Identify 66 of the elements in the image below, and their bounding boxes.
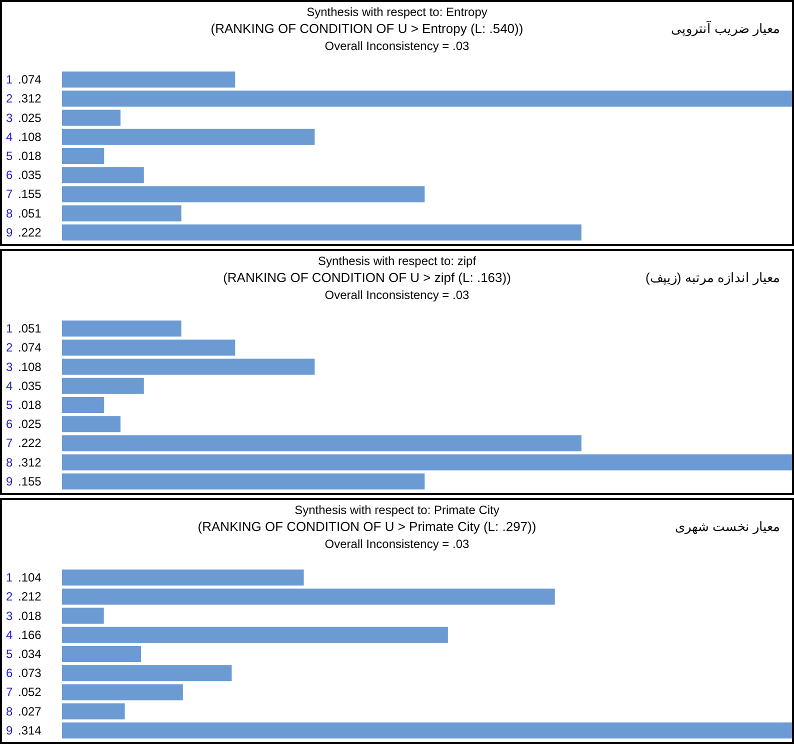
data-label: .035 xyxy=(18,378,42,393)
y-tick-label: 3 xyxy=(6,110,13,125)
data-label: .074 xyxy=(18,340,42,355)
chart-subtitle: (RANKING OF CONDITION OF U > Primate City (L: .297)) xyxy=(198,519,536,534)
data-label: .222 xyxy=(18,436,42,450)
data-label: .018 xyxy=(18,608,42,623)
y-tick-label: 7 xyxy=(6,685,13,700)
data-label: .051 xyxy=(18,322,42,336)
y-tick-label: 9 xyxy=(6,723,13,738)
data-label: .108 xyxy=(18,130,42,144)
y-tick-label: 1 xyxy=(6,570,13,585)
y-tick-label: 3 xyxy=(6,360,13,374)
y-tick-label: 5 xyxy=(6,149,13,163)
text: معیار ضریب آنتروپی xyxy=(670,20,780,37)
text: Overall Inconsistency = .03 xyxy=(324,537,470,551)
data-label: .155 xyxy=(18,474,42,488)
data-label: .155 xyxy=(18,187,42,202)
data-label: .051 xyxy=(18,206,42,220)
data-label: .314 xyxy=(18,723,42,738)
y-tick-label: 4 xyxy=(6,130,13,144)
y-tick-label: 3 xyxy=(6,608,13,623)
data-label: .018 xyxy=(18,149,42,163)
y-tick-label: 4 xyxy=(6,378,13,393)
data-label: .018 xyxy=(18,398,42,412)
y-tick-label: 2 xyxy=(6,590,13,604)
chart-title: Synthesis with respect to: Primate City xyxy=(294,503,500,517)
y-tick-label: 6 xyxy=(6,168,13,182)
text: Overall Inconsistency = .03 xyxy=(324,39,470,53)
data-label: .222 xyxy=(18,225,42,240)
text: Overall Inconsistency = .03 xyxy=(324,288,470,302)
y-tick-label: 7 xyxy=(6,187,13,202)
y-tick-label: 2 xyxy=(6,340,13,355)
y-tick-label: 6 xyxy=(6,417,13,432)
data-label: .035 xyxy=(18,168,42,182)
y-tick-label: 6 xyxy=(6,666,13,680)
y-tick-label: 7 xyxy=(6,436,13,450)
y-tick-label: 1 xyxy=(6,322,13,336)
data-label: .104 xyxy=(18,570,42,585)
data-label: .312 xyxy=(18,92,42,106)
chart-title: Synthesis with respect to: Entropy xyxy=(306,5,488,19)
data-label: .108 xyxy=(18,360,42,374)
y-tick-label: 8 xyxy=(6,206,13,220)
text: معیار اندازه مرتبه (زیپف) xyxy=(646,270,780,286)
y-tick-label: 8 xyxy=(6,704,13,718)
y-tick-label: 9 xyxy=(6,474,13,488)
data-label: .034 xyxy=(18,647,42,661)
chart-subtitle: (RANKING OF CONDITION OF U > Entropy (L: .540)) xyxy=(210,21,524,36)
data-label: .166 xyxy=(18,628,42,642)
data-label: .212 xyxy=(18,590,42,604)
data-label: .074 xyxy=(18,72,42,87)
data-label: .052 xyxy=(18,685,42,700)
data-label: .025 xyxy=(18,417,42,432)
y-tick-label: 2 xyxy=(6,92,13,106)
y-tick-label: 8 xyxy=(6,455,13,470)
y-tick-label: 1 xyxy=(6,72,13,87)
y-tick-label: 5 xyxy=(6,647,13,661)
data-label: .027 xyxy=(18,704,42,718)
data-label: .073 xyxy=(18,666,42,680)
data-label: .025 xyxy=(18,110,42,125)
text: معیار نخست شهری xyxy=(674,519,780,535)
y-tick-label: 5 xyxy=(6,398,13,412)
chart-title: Synthesis with respect to: zipf xyxy=(318,254,477,268)
data-label: .312 xyxy=(18,455,42,470)
chart-subtitle: (RANKING OF CONDITION OF U > zipf (L: .163)) xyxy=(223,270,511,285)
y-tick-label: 9 xyxy=(6,225,13,240)
y-tick-label: 4 xyxy=(6,628,13,642)
